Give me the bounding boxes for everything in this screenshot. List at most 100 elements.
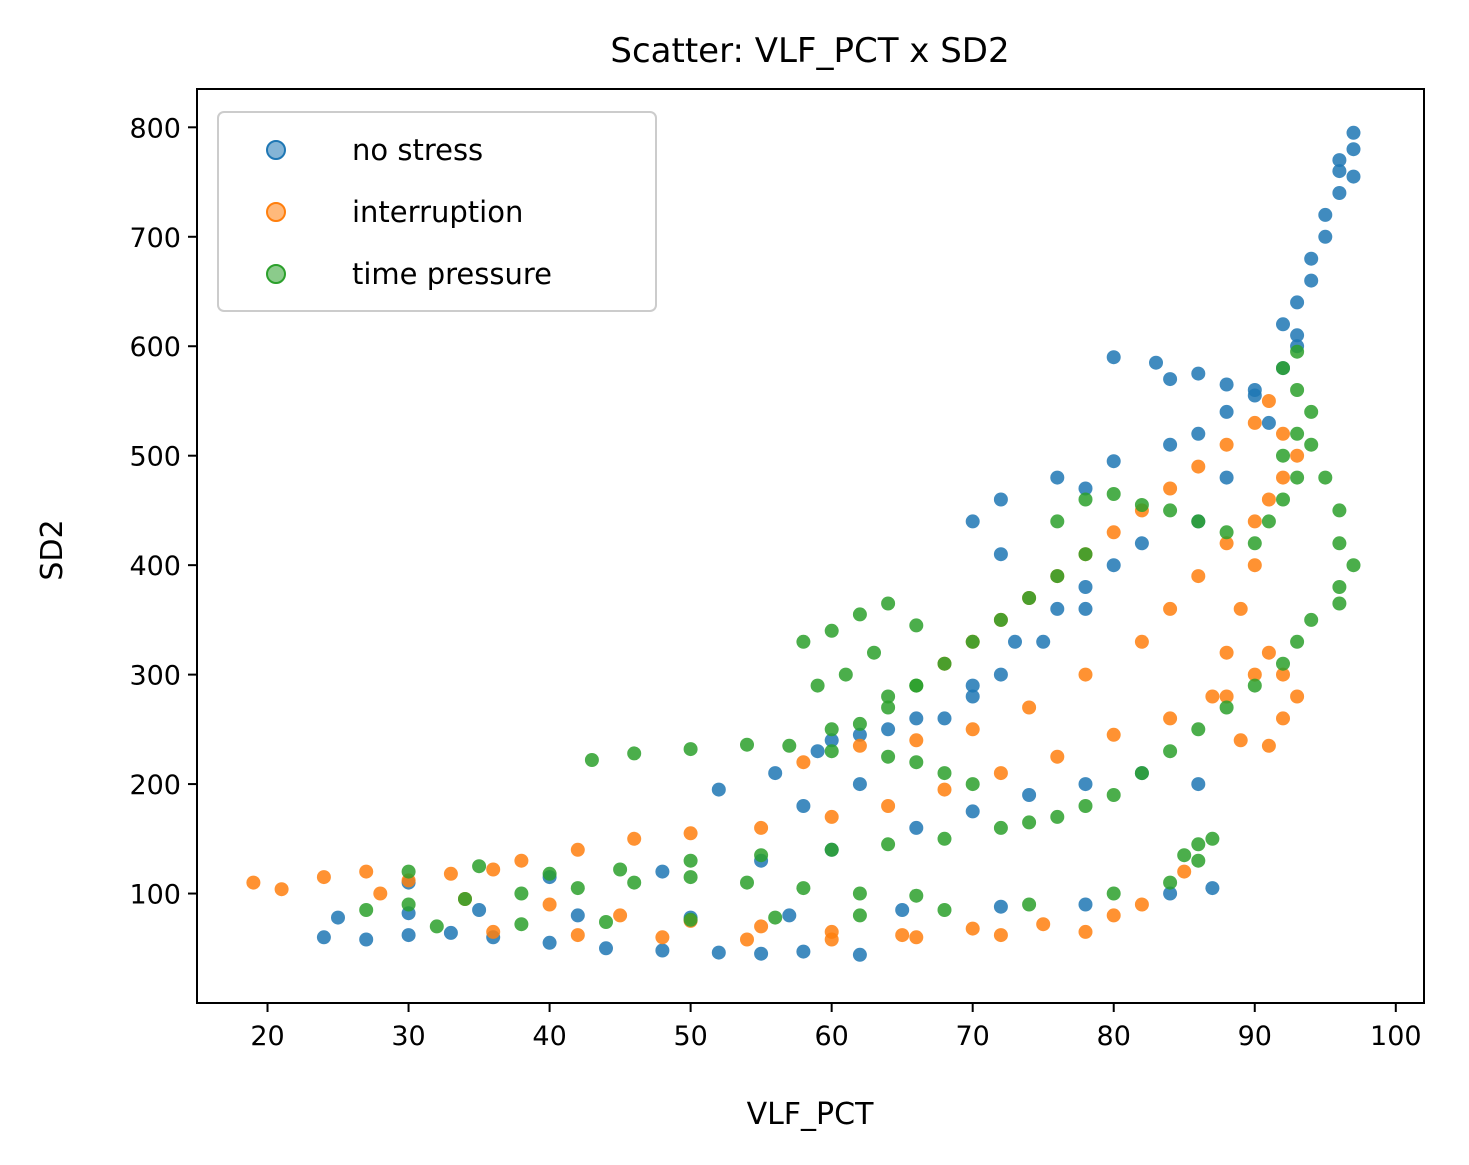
legend-label-0: no stress xyxy=(352,133,483,167)
point-1-60 xyxy=(1106,525,1121,540)
point-1-22 xyxy=(486,924,501,939)
point-0-35 xyxy=(768,766,783,781)
point-2-63 xyxy=(1078,492,1093,507)
point-2-15 xyxy=(683,853,698,868)
point-2-10 xyxy=(909,888,924,903)
point-1-38 xyxy=(1106,727,1121,742)
point-2-11 xyxy=(401,864,416,879)
point-0-6 xyxy=(599,941,613,956)
point-0-47 xyxy=(1078,481,1093,496)
point-2-33 xyxy=(627,746,642,761)
point-1-3 xyxy=(359,864,374,879)
point-0-41 xyxy=(1050,601,1065,616)
point-2-76 xyxy=(1290,383,1305,397)
point-2-44 xyxy=(881,700,896,715)
point-2-22 xyxy=(514,917,529,932)
point-0-31 xyxy=(1078,777,1093,792)
point-0-22 xyxy=(1205,881,1220,896)
x-tick-label-2: 40 xyxy=(532,1021,566,1052)
point-0-50 xyxy=(1191,426,1206,441)
point-1-24 xyxy=(655,930,670,945)
point-0-11 xyxy=(852,947,867,962)
point-2-42 xyxy=(824,722,839,737)
point-2-83 xyxy=(1346,558,1361,573)
point-1-13 xyxy=(542,897,557,912)
y-tick-label-2: 300 xyxy=(129,661,181,692)
point-1-11 xyxy=(373,886,388,901)
point-1-70 xyxy=(1261,492,1276,507)
legend-label-2: time pressure xyxy=(352,257,552,291)
point-1-40 xyxy=(1219,689,1234,704)
point-2-94 xyxy=(1106,788,1121,802)
point-1-35 xyxy=(937,782,952,797)
point-2-97 xyxy=(1022,815,1037,830)
point-2-98 xyxy=(1191,837,1206,852)
point-2-80 xyxy=(1318,470,1333,485)
point-2-79 xyxy=(1304,437,1319,452)
x-tick-label-5: 70 xyxy=(956,1021,990,1052)
point-1-31 xyxy=(1177,864,1192,879)
point-0-28 xyxy=(909,820,924,835)
point-2-95 xyxy=(1078,799,1093,813)
point-2-37 xyxy=(824,744,839,759)
point-2-32 xyxy=(584,753,599,767)
x-axis: 20 30 40 50 60 70 80 90 100 xyxy=(250,1003,1422,1052)
point-2-84 xyxy=(1332,580,1347,594)
point-2-4 xyxy=(570,881,585,896)
point-1-5 xyxy=(443,866,458,881)
x-tick-label-0: 20 xyxy=(250,1021,284,1052)
point-0-7 xyxy=(655,943,670,958)
point-0-43 xyxy=(993,547,1008,562)
point-2-87 xyxy=(1290,634,1305,649)
point-2-66 xyxy=(1163,503,1178,518)
point-1-42 xyxy=(1261,645,1276,660)
point-1-66 xyxy=(1261,394,1276,408)
point-2-38 xyxy=(881,749,896,764)
point-1-10 xyxy=(683,826,698,841)
point-1-7 xyxy=(514,853,529,868)
point-1-65 xyxy=(1247,415,1262,430)
point-1-52 xyxy=(1219,536,1234,551)
point-0-18 xyxy=(895,903,910,917)
point-2-55 xyxy=(881,596,896,611)
point-2-96 xyxy=(1050,809,1065,824)
point-1-18 xyxy=(895,928,910,943)
point-1-41 xyxy=(1247,667,1262,682)
x-tick-label-4: 60 xyxy=(814,1021,848,1052)
point-1-43 xyxy=(796,755,811,770)
point-0-36 xyxy=(810,744,825,759)
point-0-17 xyxy=(782,908,797,923)
point-2-69 xyxy=(1247,536,1262,551)
point-0-55 xyxy=(1149,355,1163,370)
point-2-85 xyxy=(1332,596,1347,611)
y-tick-label-7: 800 xyxy=(129,113,181,144)
point-2-8 xyxy=(796,881,811,896)
x-tick-label-1: 30 xyxy=(391,1021,425,1052)
point-2-0 xyxy=(359,903,374,917)
point-2-16 xyxy=(754,848,769,863)
point-0-9 xyxy=(754,946,769,961)
legend-marker-0 xyxy=(266,140,286,160)
point-2-12 xyxy=(472,859,487,874)
point-2-74 xyxy=(1290,426,1305,441)
point-0-53 xyxy=(1163,372,1178,387)
point-1-47 xyxy=(1022,700,1037,715)
point-2-30 xyxy=(1163,875,1178,890)
point-2-41 xyxy=(965,777,980,792)
legend-marker-1 xyxy=(266,202,286,222)
x-axis-label: VLF_PCT xyxy=(747,1097,875,1132)
point-0-68 xyxy=(1332,164,1347,179)
point-0-38 xyxy=(909,711,924,726)
point-2-56 xyxy=(909,618,924,633)
point-2-52 xyxy=(796,634,811,649)
point-2-36 xyxy=(782,738,797,753)
point-1-71 xyxy=(1247,558,1262,573)
point-2-26 xyxy=(852,908,867,923)
point-0-42 xyxy=(1078,580,1093,594)
point-1-37 xyxy=(1050,749,1065,764)
point-1-16 xyxy=(754,919,769,934)
y-axis: 100 200 300 400 500 600 700 800 xyxy=(129,113,197,911)
y-tick-label-1: 200 xyxy=(129,770,181,801)
point-2-27 xyxy=(937,903,952,917)
point-2-34 xyxy=(683,742,698,757)
